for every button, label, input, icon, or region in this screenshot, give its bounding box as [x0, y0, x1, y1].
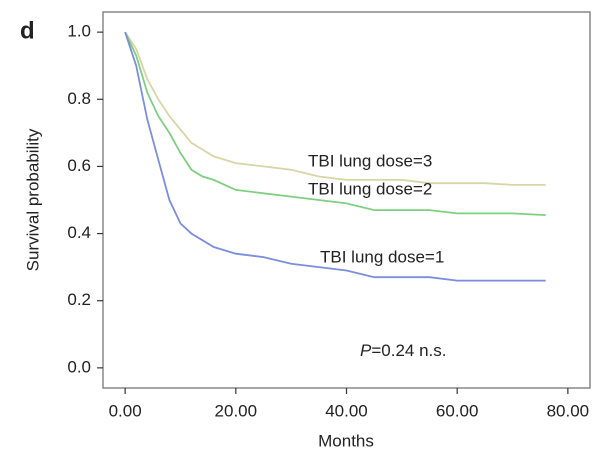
- y-tick-label: 1.0: [67, 22, 91, 41]
- series-label: TBI lung dose=2: [308, 179, 432, 198]
- y-tick-label: 0.4: [67, 223, 91, 242]
- panel-letter: d: [20, 17, 35, 44]
- x-tick-label: 60.00: [436, 401, 479, 420]
- plot-frame: [102, 11, 591, 389]
- series-label: TBI lung dose=3: [308, 151, 432, 170]
- y-axis-label: Survival probability: [23, 128, 42, 271]
- series-label: TBI lung dose=1: [320, 247, 444, 266]
- annotation-italic: P: [360, 341, 372, 360]
- x-axis-label: Months: [318, 431, 374, 450]
- annotation: P=0.24 n.s.: [360, 341, 446, 360]
- y-tick-label: 0.6: [67, 156, 91, 175]
- y-tick-label: 0.0: [67, 357, 91, 376]
- annotation-text: =0.24 n.s.: [371, 341, 446, 360]
- survival-curve: [124, 31, 546, 186]
- x-tick-label: 80.00: [547, 401, 590, 420]
- survival-curve: [124, 31, 546, 216]
- y-tick-label: 0.2: [67, 290, 91, 309]
- x-tick-label: 20.00: [215, 401, 258, 420]
- survival-curve: [124, 31, 546, 282]
- x-tick-label: 40.00: [325, 401, 368, 420]
- x-tick-label: 0.00: [109, 401, 142, 420]
- y-tick-label: 0.8: [67, 89, 91, 108]
